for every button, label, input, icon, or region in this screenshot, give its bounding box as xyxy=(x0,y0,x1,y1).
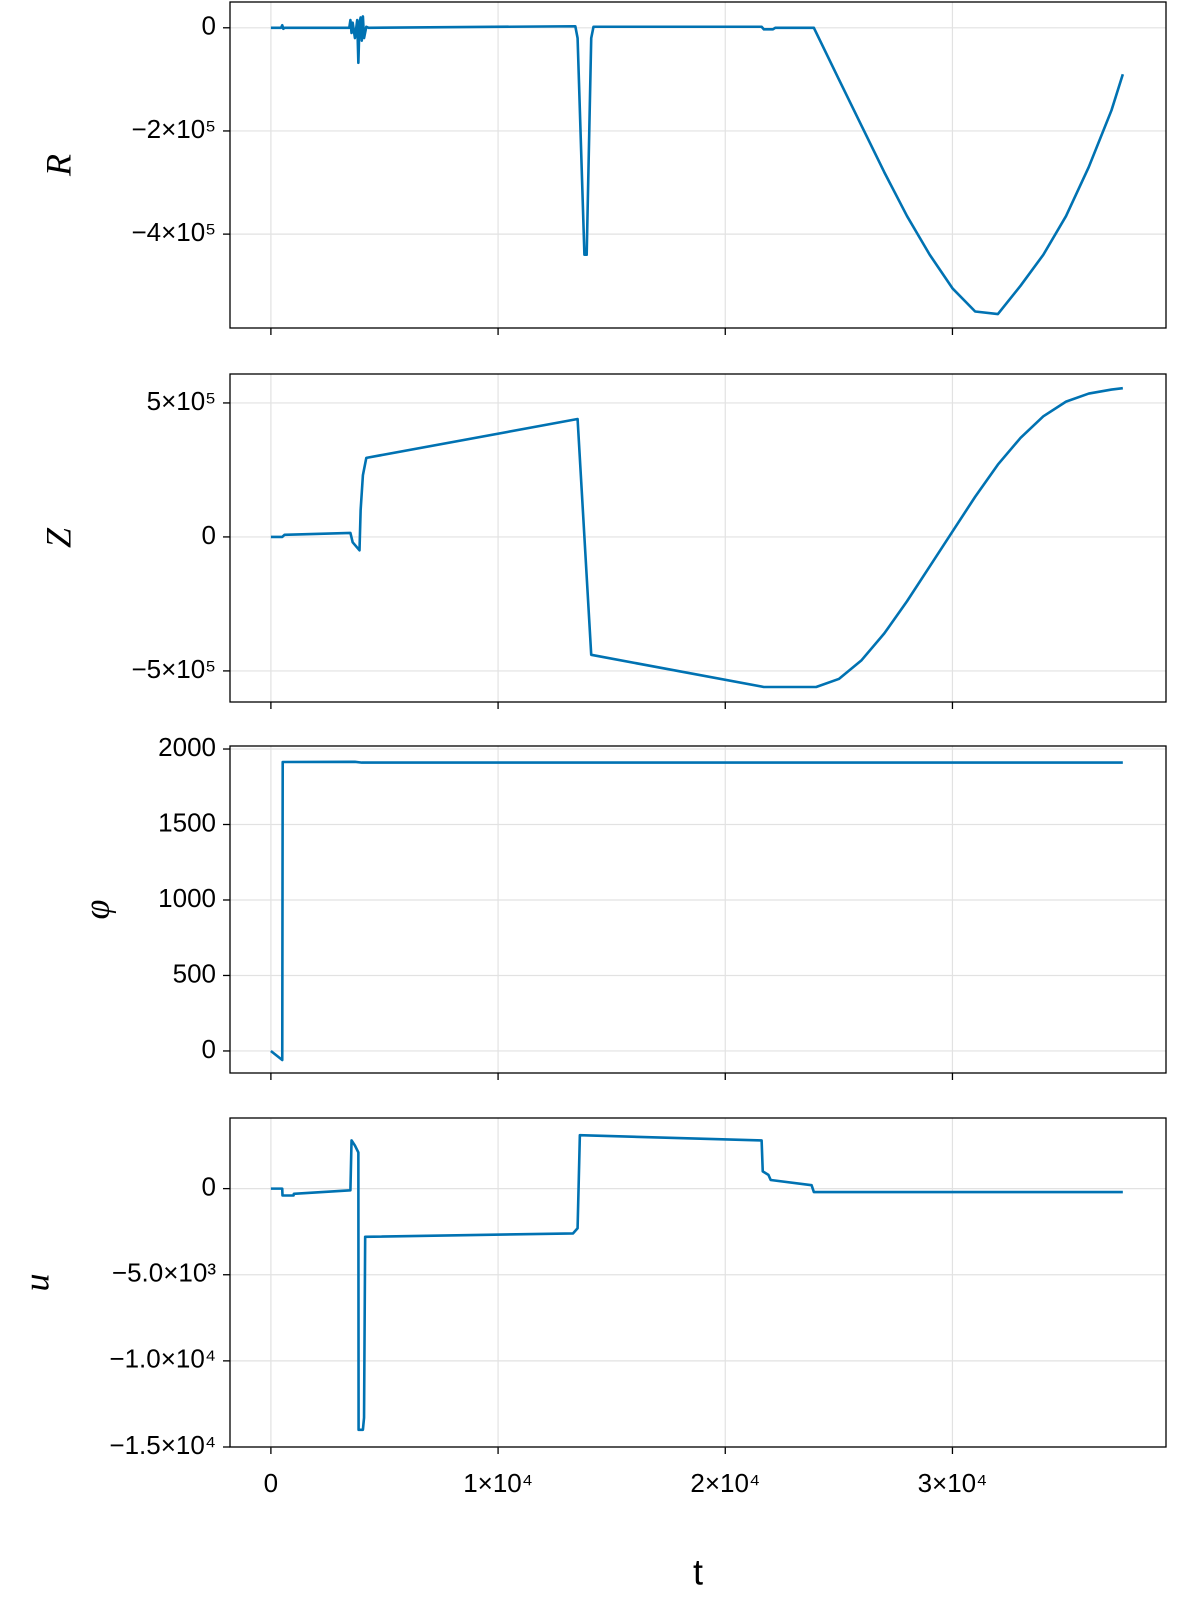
y-tick-label: −4×10⁵ xyxy=(131,217,216,247)
y-tick-label: 1000 xyxy=(158,883,216,913)
y-tick-label: 1500 xyxy=(158,807,216,837)
y-tick-label: 2000 xyxy=(158,732,216,762)
x-tick-label: 0 xyxy=(264,1468,278,1498)
y-tick-label: −5.0×10³ xyxy=(112,1258,216,1288)
y-axis-label: R xyxy=(38,154,78,177)
y-tick-label: −5×10⁵ xyxy=(131,654,216,684)
y-tick-label: −2×10⁵ xyxy=(131,114,216,144)
plot-frame xyxy=(229,1,1167,329)
x-tick-label: 3×10⁴ xyxy=(918,1468,988,1498)
plot-frame xyxy=(229,745,1167,1074)
y-tick-label: 500 xyxy=(173,958,216,988)
data-line xyxy=(270,1133,1123,1432)
y-tick-label: 5×10⁵ xyxy=(147,386,216,416)
y-axis-label: Z xyxy=(38,527,78,548)
y-tick-label: 0 xyxy=(202,1034,216,1064)
x-tick-label: 2×10⁴ xyxy=(690,1468,760,1498)
y-tick-label: 0 xyxy=(202,1171,216,1201)
plot-frame xyxy=(229,1117,1167,1448)
y-axis-label: φ xyxy=(76,900,116,920)
y-tick-label: 0 xyxy=(202,520,216,550)
x-axis-label: t xyxy=(693,1552,703,1593)
data-line xyxy=(270,386,1123,689)
data-line xyxy=(270,15,1125,316)
y-axis-label: u xyxy=(16,1274,56,1292)
x-tick-label: 1×10⁴ xyxy=(463,1468,533,1498)
y-tick-label: −1.0×10⁴ xyxy=(109,1344,216,1374)
plot-frame xyxy=(229,373,1167,703)
y-tick-label: 0 xyxy=(202,11,216,41)
data-line xyxy=(270,760,1123,1062)
y-tick-label: −1.5×10⁴ xyxy=(109,1430,216,1460)
